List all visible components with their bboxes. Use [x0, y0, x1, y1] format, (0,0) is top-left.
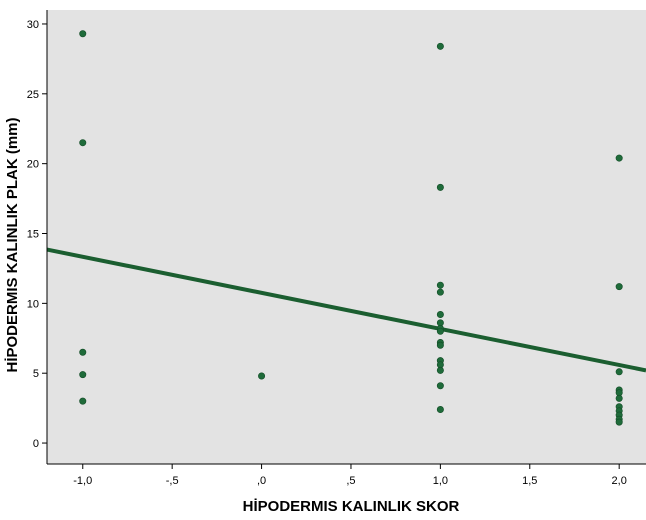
fit-line: [46, 247, 646, 373]
x-tick-label: 1,5: [522, 475, 537, 487]
x-axis-title: HİPODERMIS KALINLIK SKOR: [243, 498, 460, 515]
data-point: [615, 368, 623, 376]
data-point: [436, 406, 444, 414]
x-tick-label: 1,0: [433, 475, 448, 487]
y-tick-label: 5: [33, 368, 39, 380]
data-point: [79, 30, 87, 38]
data-point: [436, 288, 444, 296]
data-point: [436, 341, 444, 349]
x-tick-label: 2,0: [612, 475, 627, 487]
data-point: [79, 139, 87, 147]
plot-area: [47, 10, 646, 464]
data-point: [436, 311, 444, 319]
x-tick-label: ,0: [257, 475, 266, 487]
data-point: [436, 281, 444, 289]
data-point: [79, 397, 87, 405]
data-point: [436, 366, 444, 374]
data-point: [436, 382, 444, 390]
x-tick-label: -1,0: [73, 475, 92, 487]
y-tick-label: 30: [27, 19, 39, 31]
data-point: [615, 283, 623, 291]
data-point: [615, 394, 623, 402]
data-point: [615, 418, 623, 426]
y-tick-label: 10: [27, 298, 39, 310]
data-point: [79, 348, 87, 356]
data-point: [436, 327, 444, 335]
y-tick-label: 20: [27, 159, 39, 171]
x-tick-label: -,5: [166, 475, 179, 487]
data-point: [615, 154, 623, 162]
y-tick-label: 15: [27, 229, 39, 241]
data-point: [436, 42, 444, 50]
data-point: [258, 372, 266, 380]
y-tick-label: 25: [27, 89, 39, 101]
x-tick-label: ,5: [346, 475, 355, 487]
data-point: [436, 183, 444, 191]
data-point: [79, 371, 87, 379]
y-tick-label: 0: [33, 438, 39, 450]
y-axis-title: HİPODERMIS KALINLIK PLAK (mm): [4, 117, 21, 372]
